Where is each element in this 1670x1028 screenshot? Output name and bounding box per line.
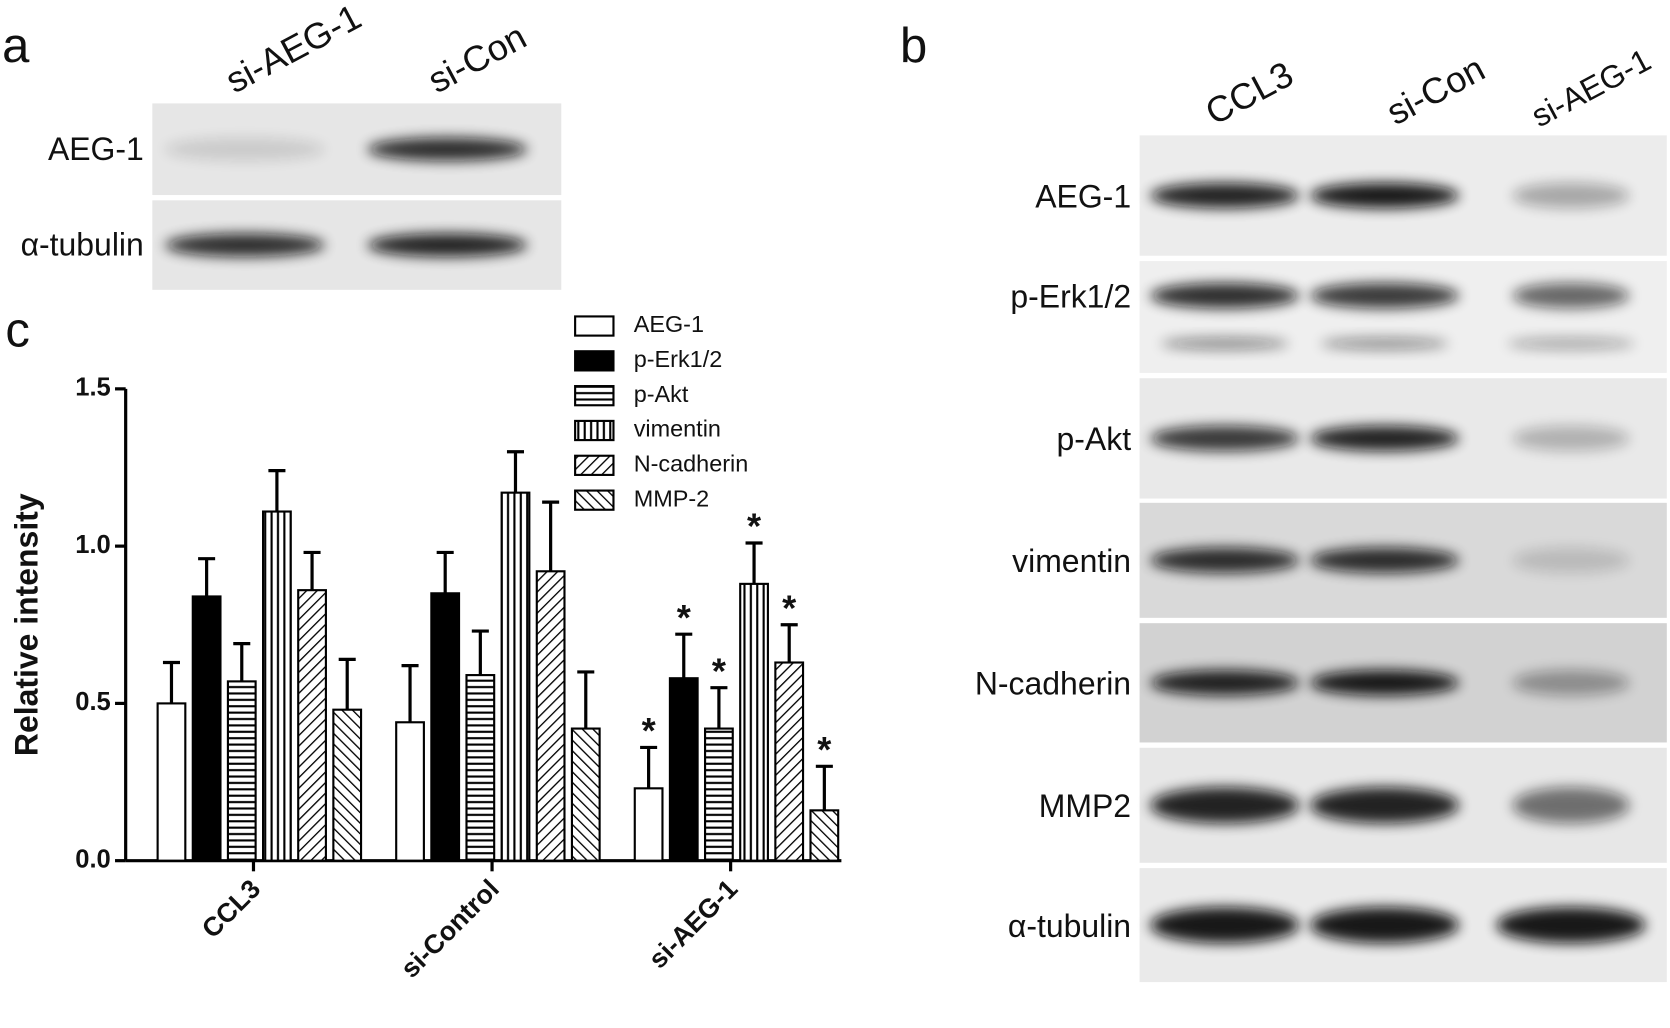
legend-swatch (574, 385, 615, 407)
legend-swatch (574, 419, 615, 442)
legend-swatch (574, 454, 615, 476)
band (1310, 182, 1460, 209)
row-label: MMP2 (1039, 788, 1131, 824)
row-label: α-tubulin (21, 227, 144, 263)
band (165, 233, 325, 257)
row-label: vimentin (1012, 543, 1131, 579)
bar (262, 510, 292, 862)
band (1310, 547, 1460, 574)
band (1512, 670, 1630, 696)
bar (739, 582, 769, 862)
bar (297, 589, 327, 862)
lane-label: si-AEG-1 (219, 0, 368, 101)
band (1512, 425, 1630, 452)
bar (226, 680, 257, 862)
band (1310, 282, 1460, 309)
row-label: p-Erk1/2 (1010, 278, 1131, 314)
bar (430, 592, 461, 862)
row-label: AEG-1 (48, 131, 144, 167)
band (1150, 787, 1300, 824)
band (1512, 182, 1630, 209)
band (1512, 787, 1630, 824)
legend-swatch (574, 489, 615, 511)
x-tick-label: CCL3 (196, 874, 266, 944)
band (1512, 282, 1630, 309)
significance-mark: * (642, 710, 657, 751)
bar (156, 702, 187, 862)
row-label: α-tubulin (1008, 908, 1131, 944)
significance-mark: * (782, 588, 797, 629)
legend-label: AEG-1 (634, 311, 704, 337)
band (1150, 282, 1300, 309)
lane-label: si-Con (421, 16, 533, 101)
bar (191, 595, 222, 862)
significance-mark: * (677, 597, 692, 638)
band (367, 233, 528, 257)
bar (332, 708, 363, 862)
x-tick-label: si-Control (395, 874, 505, 984)
legend-label: MMP-2 (634, 485, 709, 511)
y-tick-label: 1.0 (75, 531, 111, 559)
band (1160, 337, 1289, 350)
significance-mark: * (712, 650, 727, 691)
band (1150, 547, 1300, 574)
band (1150, 670, 1300, 696)
band (1512, 547, 1630, 574)
row-label: AEG-1 (1035, 178, 1131, 214)
bar (703, 727, 734, 862)
legend-label: p-Akt (634, 381, 689, 407)
x-tick-label: si-AEG-1 (643, 873, 744, 974)
lane-label: si-Con (1380, 48, 1492, 133)
lane-label: CCL3 (1199, 53, 1300, 133)
band (1507, 337, 1635, 350)
bar (465, 674, 496, 862)
band (1320, 337, 1449, 350)
band (165, 137, 325, 161)
legend-label: N-cadherin (634, 451, 749, 477)
blot-strip (1139, 261, 1667, 373)
legend-swatch (574, 350, 615, 372)
bar (774, 661, 805, 862)
bar (668, 677, 699, 862)
band (1150, 182, 1300, 209)
band (367, 137, 528, 161)
band (1310, 907, 1460, 944)
bar (535, 570, 566, 862)
y-tick-label: 0.5 (75, 688, 111, 716)
legend-swatch (574, 315, 615, 337)
band (1496, 907, 1646, 944)
panel-label: a (2, 19, 30, 73)
legend-label: p-Erk1/2 (634, 346, 723, 372)
bar (395, 721, 425, 862)
bar-chart: c Relative intensity 0.0 0.5 1.0 1.5 CCL3 si-Co… (5, 303, 842, 984)
bar (809, 809, 840, 862)
row-label: N-cadherin (975, 666, 1131, 702)
legend-label: vimentin (634, 416, 721, 442)
band (1310, 425, 1460, 452)
significance-mark: * (817, 729, 832, 770)
band (1310, 787, 1460, 824)
panel-label: c (5, 303, 30, 357)
bar (633, 787, 664, 862)
panel-label: b (900, 19, 927, 73)
lane-label: si-AEG-1 (1525, 41, 1656, 134)
bar (500, 491, 531, 862)
y-tick-label: 0.0 (75, 845, 111, 873)
band (1310, 670, 1460, 696)
bar (570, 727, 601, 862)
band (1150, 907, 1300, 944)
y-tick-label: 1.5 (75, 374, 111, 402)
row-label: p-Akt (1057, 421, 1132, 457)
y-axis-label: Relative intensity (8, 493, 44, 756)
significance-mark: * (747, 506, 762, 547)
band (1150, 425, 1300, 452)
